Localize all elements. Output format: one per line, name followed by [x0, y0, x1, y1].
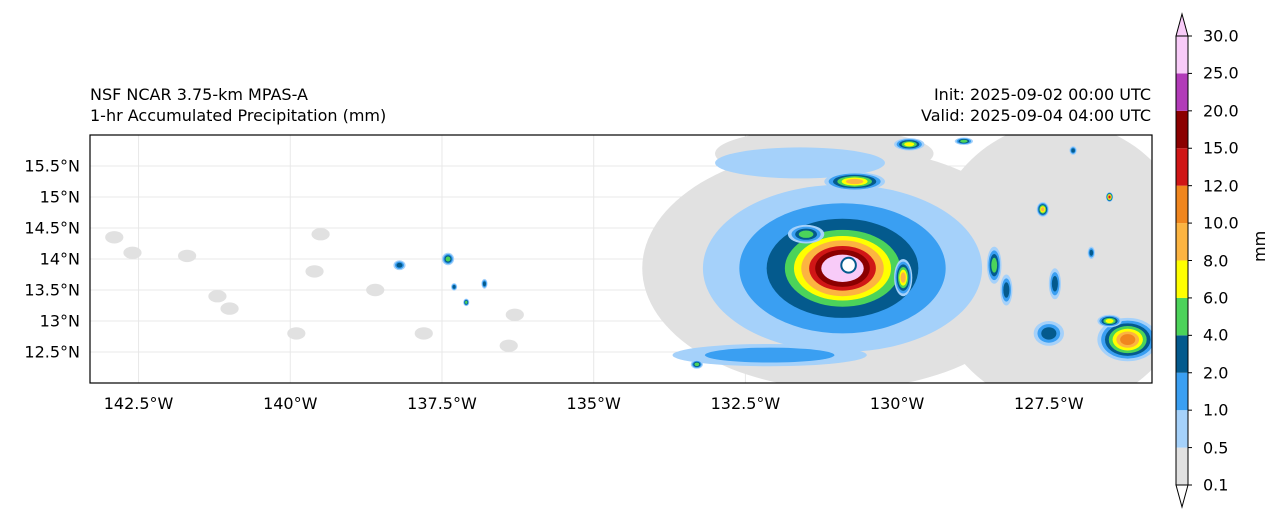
rainband-cell — [960, 139, 968, 143]
rainband-cell — [694, 362, 700, 367]
colorbar-tick-label: 8.0 — [1203, 251, 1229, 270]
longitude-tick-label: 142.5°W — [103, 394, 174, 413]
title-right-line1: Init: 2025-09-02 00:00 UTC — [933, 85, 1151, 104]
light-precip-speck — [305, 265, 324, 278]
colorbar-tick-label: 10.0 — [1203, 213, 1239, 233]
colorbar-segment — [1176, 36, 1188, 74]
rainband-cell — [482, 281, 486, 287]
light-precip-speck — [123, 246, 142, 259]
latitude-tick-label: 12.5°N — [24, 342, 80, 362]
colorbar-segment — [1176, 372, 1188, 411]
light-precip-speck — [220, 302, 239, 315]
longitude-tick-label: 130°W — [869, 394, 925, 413]
colorbar-tick-label: 6.0 — [1203, 288, 1229, 308]
rainband-cell — [1108, 195, 1111, 199]
colorbar-extension-bottom — [1175, 484, 1189, 509]
rainband-cell — [1120, 334, 1136, 346]
colorbar-extension-top — [1175, 12, 1189, 37]
colorbar-tick-label: 15.0 — [1203, 138, 1239, 158]
latitude-tick-label: 13°N — [39, 311, 80, 331]
colorbar-tick-label: 30.0 — [1203, 26, 1239, 46]
colorbar-segment — [1176, 410, 1188, 448]
colorbar-tick-label: 12.0 — [1203, 176, 1239, 196]
colorbar-tick-label: 0.1 — [1203, 475, 1229, 495]
title-left-line2: 1-hr Accumulated Precipitation (mm) — [90, 106, 387, 125]
colorbar-unit-label: mm — [1250, 230, 1269, 262]
plot-frame — [89, 134, 1153, 384]
colorbar-segment — [1176, 73, 1188, 111]
rainband-cell — [445, 256, 451, 262]
latitude-tick-label: 13.5°N — [24, 280, 80, 300]
longitude-tick-label: 135°W — [566, 394, 621, 413]
light-precip-speck — [177, 249, 197, 263]
rainband-cell — [904, 142, 915, 147]
latitude-tick-label: 14.5°N — [24, 218, 80, 238]
light-precip-shield — [927, 135, 1152, 383]
longitude-tick-label: 137.5°W — [407, 394, 477, 413]
colorbar-segment — [1176, 447, 1188, 485]
light-precip-speck — [311, 228, 330, 241]
light-precip-speck — [366, 283, 385, 297]
rainband-cell — [396, 262, 403, 268]
latitude-tick-label: 15.5°N — [24, 156, 80, 176]
light-precip-speck — [414, 327, 433, 340]
rainband-cell — [1051, 276, 1058, 292]
rainband-cell — [715, 147, 885, 179]
rainband-cell — [1071, 148, 1075, 153]
title-left-line1: NSF NCAR 3.75-km MPAS-A — [90, 85, 308, 104]
longitude-tick-label: 132.5°W — [710, 394, 781, 413]
latitude-tick-label: 15°N — [39, 187, 80, 207]
rainband-cell — [1041, 327, 1057, 340]
rainband-cell — [1089, 249, 1094, 256]
plot-contents — [90, 135, 1152, 383]
rainband-cell — [1041, 207, 1045, 212]
colorbar-tick-label: 0.5 — [1203, 438, 1229, 458]
colorbar-tick-label: 2.0 — [1203, 363, 1229, 383]
latitude-tick-label: 14°N — [39, 249, 80, 269]
light-precip-speck — [287, 327, 306, 340]
colorbar-segment — [1176, 260, 1188, 298]
rainband-cell — [900, 272, 906, 283]
light-precip-speck — [499, 339, 518, 352]
rainband-cell — [465, 300, 468, 304]
colorbar-tick-label: 25.0 — [1203, 63, 1239, 83]
rainband-cell — [798, 230, 814, 238]
rainband-cell — [1003, 282, 1010, 298]
longitude-tick-label: 127.5°W — [1014, 394, 1084, 413]
title-right-line2: Valid: 2025-09-04 04:00 UTC — [920, 106, 1151, 125]
colorbar-segment — [1176, 223, 1188, 261]
colorbar-segment — [1176, 297, 1188, 336]
storm-eye — [840, 256, 857, 274]
colorbar-segment — [1176, 148, 1188, 186]
light-precip-speck — [208, 290, 227, 303]
rainband-cell — [452, 285, 456, 289]
rainband-cell — [704, 347, 835, 363]
longitude-tick-label: 140°W — [263, 394, 318, 413]
colorbar-segment — [1176, 335, 1188, 373]
light-precip-speck — [505, 308, 524, 321]
rainband-cell — [845, 178, 864, 185]
rainband-cell — [991, 257, 998, 273]
colorbar-segment — [1176, 110, 1188, 149]
rainband-cell — [1105, 318, 1114, 324]
colorbar-tick-label: 20.0 — [1203, 101, 1239, 121]
colorbar-segment — [1176, 185, 1188, 224]
colorbar-tick-label: 1.0 — [1203, 400, 1229, 420]
colorbar-tick-label: 4.0 — [1203, 325, 1229, 345]
light-precip-speck — [105, 231, 124, 244]
